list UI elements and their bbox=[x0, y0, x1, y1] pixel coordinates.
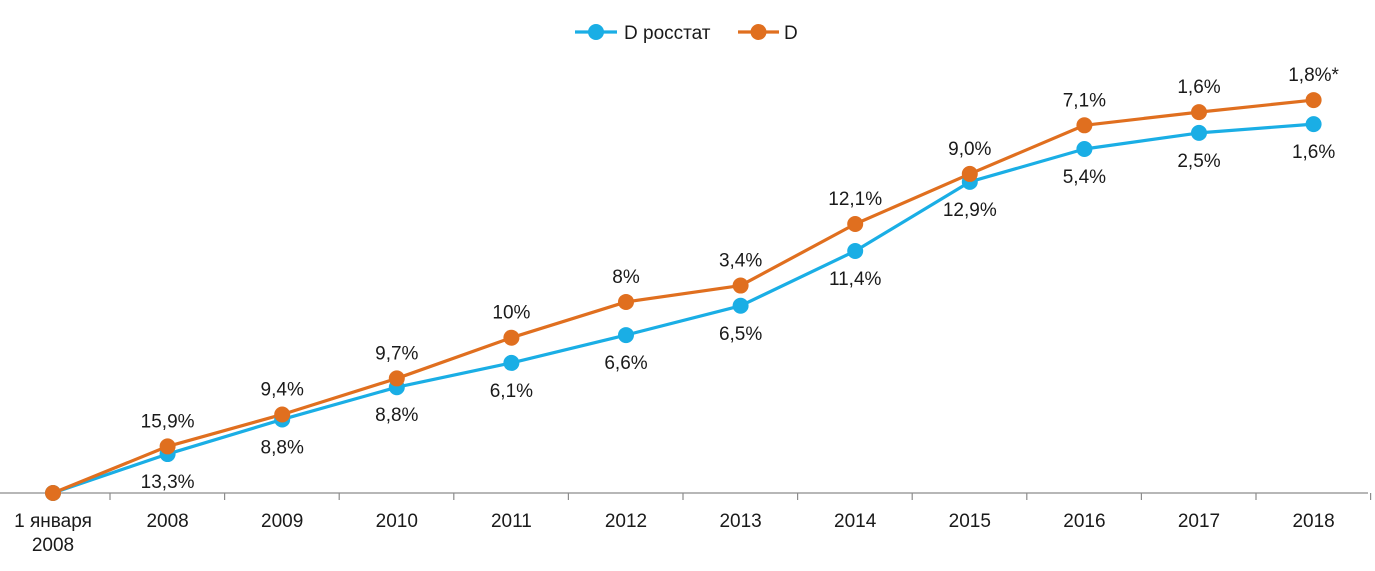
data-label: 7,1% bbox=[1063, 90, 1106, 111]
legend-marker bbox=[750, 24, 767, 40]
x-tick-label: 2011 bbox=[491, 511, 532, 532]
x-tick-label: 2016 bbox=[1063, 511, 1105, 532]
x-tick-label: 2013 bbox=[719, 511, 761, 532]
data-label: 8,8% bbox=[261, 437, 304, 458]
data-label: 12,9% bbox=[943, 200, 997, 221]
data-label: 1,6% bbox=[1177, 77, 1220, 98]
data-label: 13,3% bbox=[141, 472, 195, 493]
x-tick-label: 2015 bbox=[949, 511, 991, 532]
data-labels: 13,3% 8,8% 8,8% 6,1% 6,6% 6,5% 11,4% 12,9% 5,4% 2… bbox=[141, 65, 1340, 493]
x-tick-label: 2008 bbox=[146, 511, 188, 532]
data-point bbox=[274, 406, 291, 423]
series-points bbox=[45, 92, 1322, 501]
data-point bbox=[732, 297, 749, 314]
data-point bbox=[1076, 117, 1093, 134]
data-label: 8% bbox=[612, 267, 640, 288]
data-label: 1,6% bbox=[1292, 142, 1335, 163]
data-point bbox=[732, 277, 749, 294]
data-point bbox=[1191, 104, 1207, 121]
data-point bbox=[618, 293, 634, 310]
data-point bbox=[961, 165, 978, 182]
data-point bbox=[159, 438, 176, 455]
data-point bbox=[45, 485, 61, 501]
data-label: 6,1% bbox=[490, 381, 533, 402]
legend-label: D росстат bbox=[624, 23, 711, 44]
data-label: 12,1% bbox=[828, 189, 882, 210]
data-point bbox=[1191, 124, 1207, 141]
x-tick-label: 2009 bbox=[261, 511, 303, 532]
x-tick-label: 2012 bbox=[605, 511, 647, 532]
data-label: 15,9% bbox=[141, 411, 195, 432]
x-tick-label: 2014 bbox=[834, 511, 877, 532]
data-label: 5,4% bbox=[1063, 167, 1106, 188]
series-line-0 bbox=[52, 122, 1314, 495]
data-label: 9,7% bbox=[375, 343, 418, 364]
data-point bbox=[847, 216, 864, 233]
x-tick-label: 2010 bbox=[376, 511, 418, 532]
data-label: 9,4% bbox=[261, 379, 304, 400]
data-point bbox=[503, 354, 520, 371]
series-lines bbox=[52, 98, 1314, 495]
data-label: 8,8% bbox=[375, 405, 418, 426]
data-label: 2,5% bbox=[1177, 151, 1220, 172]
x-tick-label: 2018 bbox=[1292, 511, 1334, 532]
legend-marker bbox=[588, 24, 604, 40]
data-label: 9,0% bbox=[948, 139, 991, 160]
data-point bbox=[847, 242, 864, 259]
data-label: 1,8%* bbox=[1288, 65, 1339, 86]
legend-label: D bbox=[784, 23, 798, 44]
x-tick-label: 1 января 2008 bbox=[14, 511, 92, 556]
data-label: 11,4% bbox=[829, 269, 882, 290]
data-point bbox=[388, 370, 405, 387]
series-line-1 bbox=[52, 98, 1314, 495]
legend: D росстат D bbox=[575, 23, 798, 44]
data-label: 10% bbox=[492, 303, 530, 324]
data-point bbox=[618, 327, 634, 344]
data-point bbox=[1305, 116, 1322, 133]
data-label: 6,6% bbox=[604, 353, 647, 374]
data-point bbox=[503, 329, 520, 346]
data-point bbox=[1305, 92, 1322, 109]
x-tick-label: 2017 bbox=[1178, 511, 1220, 532]
data-point bbox=[1076, 141, 1093, 158]
data-label: 6,5% bbox=[719, 324, 762, 345]
x-axis: 1 января 2008 2008 2009 2010 2011 2012 2013 2014… bbox=[0, 492, 1372, 556]
data-label: 3,4% bbox=[719, 251, 762, 272]
